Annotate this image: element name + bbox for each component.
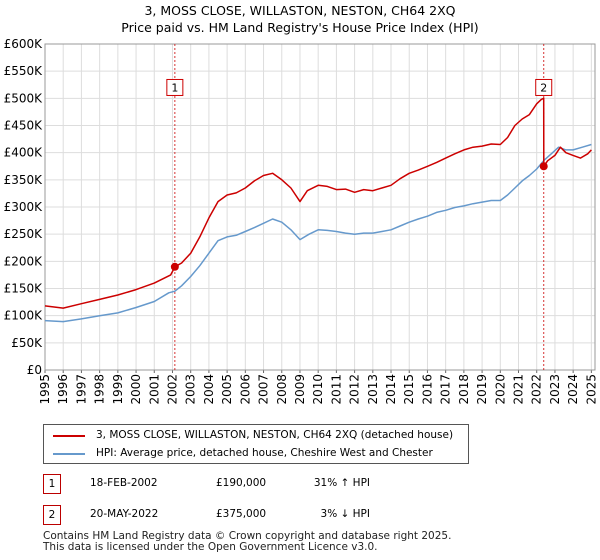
footer-line-1: Contains HM Land Registry data © Crown c… [43,530,452,542]
x-tick-label: 2007 [257,374,271,405]
y-tick-label: £250K [4,227,44,241]
x-tick-label: 2016 [420,374,434,405]
x-tick-label: 2023 [548,374,562,405]
marker-box-2 [535,78,553,96]
footer: Contains HM Land Registry data © Crown c… [43,531,451,553]
legend: 3, MOSS CLOSE, WILLASTON, NESTON, CH64 2… [43,424,469,464]
x-tick-label: 2017 [439,374,453,405]
x-tick-label: 2006 [238,374,252,405]
y-tick-label: £450K [4,119,44,133]
price-chart: £0 £50K £100K £150K £200K £250K £300K £350K £400… [4,37,599,405]
marker-label-2: 2 [540,81,547,94]
x-tick-label: 2015 [402,374,416,405]
x-tick-label: 2004 [202,374,216,405]
x-tick-label: 2021 [512,374,526,405]
x-tick-label: 2013 [366,374,380,405]
y-tick-label: £100K [4,309,44,323]
x-tick-label: 2018 [457,374,471,405]
legend-label-hpi: HPI: Average price, detached house, Ches… [96,447,433,459]
transaction-hpi-change: 3% ↓ HPI [320,508,370,520]
transaction-hpi-change: 31% ↑ HPI [313,477,370,489]
legend-swatch-hpi [53,453,85,455]
sale-point-1 [170,262,179,271]
title-line-1: 3, MOSS CLOSE, WILLASTON, NESTON, CH64 2… [144,3,456,18]
chart-title: 3, MOSS CLOSE, WILLASTON, NESTON, CH64 2… [0,2,600,36]
x-tick-label: 2024 [566,374,580,405]
x-tick-label: 1998 [93,374,107,405]
y-tick-label: £400K [4,146,44,160]
x-tick-label: 2025 [584,374,598,405]
y-tick-label: £50K [11,336,43,350]
x-tick-label: 2008 [275,374,289,405]
x-tick-label: 2003 [184,374,198,405]
y-tick-label: £500K [4,91,44,105]
hpi-line [44,143,592,323]
transaction-date: 20-MAY-2022 [90,508,159,520]
x-tick-label: 2019 [475,374,489,405]
sale-point-2 [539,162,548,171]
x-tick-label: 1999 [111,374,125,405]
plot-border [44,43,596,371]
title-line-2: Price paid vs. HM Land Registry's House … [121,20,479,35]
x-tick-label: 2020 [493,374,507,405]
transaction-date: 18-FEB-2002 [90,477,158,489]
x-tick-label: 2014 [384,374,398,405]
x-tick-label: 2011 [329,374,343,405]
x-tick-label: 2000 [129,374,143,405]
y-tick-label: £150K [4,282,44,296]
property-price-line [44,97,592,309]
x-tick-label: 1996 [56,374,70,405]
x-tick-label: 2001 [147,374,161,405]
x-tick-label: 2022 [530,374,544,405]
x-tick-label: 2010 [311,374,325,405]
y-tick-label: £550K [4,64,44,78]
footer-line-2: This data is licensed under the Open Gov… [43,541,378,553]
legend-item-hpi: HPI: Average price, detached house, Ches… [44,445,468,463]
transaction-row: 1 18-FEB-2002 £190,000 31% ↑ HPI [0,474,600,494]
legend-swatch-property [53,435,85,437]
y-tick-label: £0 [27,363,42,377]
y-tick-label: £600K [4,37,44,51]
legend-label-property: 3, MOSS CLOSE, WILLASTON, NESTON, CH64 2… [96,429,454,441]
x-tick-label: 2002 [165,374,179,405]
x-tick-label: 2012 [348,374,362,405]
y-tick-label: £350K [4,173,44,187]
legend-item-property: 3, MOSS CLOSE, WILLASTON, NESTON, CH64 2… [44,427,468,445]
transaction-number: 1 [43,474,61,494]
x-tick-label: 1997 [74,374,88,405]
marker-box-1 [166,78,184,96]
transaction-price: £375,000 [216,508,267,520]
transaction-price: £190,000 [216,477,267,489]
y-tick-label: £200K [4,254,44,268]
y-tick-label: £300K [4,200,44,214]
x-tick-label: 2005 [220,374,234,405]
marker-label-1: 1 [171,81,178,94]
transaction-number: 2 [43,505,61,525]
x-tick-label: 1995 [38,374,52,405]
x-tick-label: 2009 [293,374,307,405]
transaction-row: 2 20-MAY-2022 £375,000 3% ↓ HPI [0,505,600,525]
